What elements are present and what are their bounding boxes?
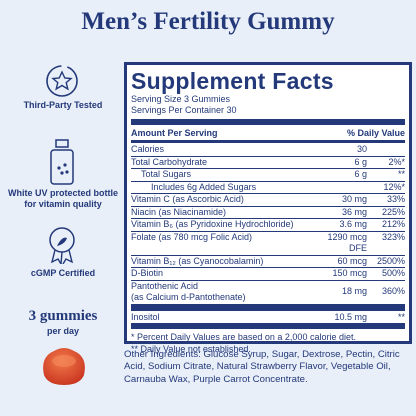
nutrient-amount [307, 182, 367, 194]
facts-row: Vitamin C (as Ascorbic Acid) 30 mg 33% [131, 194, 405, 207]
column-header: % Daily Value [346, 128, 405, 138]
nutrient-label: Vitamin B₆ (as Pyridoxine Hydrochloride) [131, 219, 294, 229]
nutrient-amount: 30 mg [341, 194, 367, 204]
daily-value: 2500% [376, 255, 405, 266]
title: Men’s Fertility Gummy [81, 8, 335, 35]
bottle-icon [50, 139, 74, 185]
nutrient-name: Includes 6g Added Sugars [131, 182, 307, 194]
servings: Servings Per Container 30 [131, 105, 237, 115]
nutrient-amount: 30 [356, 144, 367, 154]
nutrient-name: Folate (as 780 mcg Folic Acid) [131, 232, 307, 255]
footnotes: * Percent Daily Values are based on a 2,… [131, 331, 405, 355]
daily-value: 500% [381, 268, 405, 278]
other-ingredients: Other Ingredients: Glucose Syrup, Sugar,… [124, 349, 400, 385]
nutrient-amount: 3.6 mg [339, 219, 367, 229]
facts-row: Folate (as 780 mcg Folic Acid) 1290 mcg D… [131, 232, 405, 256]
daily-value: ** [397, 311, 405, 322]
divider [131, 323, 405, 329]
nutrient-name: Total Carbohydrate [131, 157, 307, 169]
nutrient-name: Niacin (as Niacinamide) [131, 207, 307, 219]
nutrient-label: Inositol [131, 311, 160, 322]
dosage: 3 gummies per day [8, 308, 118, 336]
gummy-image [43, 348, 85, 385]
nutrient-name: D-Biotin [131, 268, 307, 280]
daily-value: 33% [386, 194, 405, 204]
nutrient-name: Vitamin B₆ (as Pyridoxine Hydrochloride) [131, 219, 307, 231]
daily-value: 212% [381, 219, 405, 229]
daily-value [367, 144, 405, 156]
facts-row: Inositol 10.5 mg ** [131, 312, 405, 324]
column-header: Amount Per Serving [131, 128, 218, 138]
dosage-unit: per day [46, 326, 79, 336]
nutrient-label: Total Sugars [141, 169, 192, 179]
nutrient-name: Vitamin C (as Ascorbic Acid) [131, 194, 307, 206]
daily-value: 225% [381, 206, 405, 217]
nutrient-amount: 60 mcg [337, 255, 367, 266]
footnote: ** Daily Value not established. [131, 344, 251, 354]
nutrient-detail: (as Calcium d-Pantothenate) [131, 292, 246, 302]
nutrient-label: Pantothenic Acid [131, 280, 199, 291]
nutrient-amount: 6 g [354, 169, 367, 179]
nutrient-label: Includes 6g Added Sugars [151, 181, 257, 192]
facts-row: Pantothenic Acid (as Calcium d-Pantothena… [131, 281, 405, 305]
nutrient-amount: 1290 mcg DFE [327, 231, 367, 254]
divider [131, 304, 405, 311]
column-headers: Amount Per Serving % Daily Value [131, 127, 405, 139]
nutrient-label: Folate (as 780 mcg Folic Acid) [131, 231, 253, 242]
nutrient-name: Calories [131, 144, 307, 156]
nutrient-amount: 150 mcg [332, 268, 367, 278]
daily-value: ** [397, 169, 405, 179]
nutrient-label: Vitamin C (as Ascorbic Acid) [131, 194, 244, 204]
nutrient-name: Vitamin B₁₂ (as Cyanocobalamin) [131, 256, 307, 268]
nutrient-label: D-Biotin [131, 268, 164, 278]
daily-value: 12%* [383, 181, 405, 192]
facts-row: Vitamin B₆ (as Pyridoxine Hydrochloride)… [131, 219, 405, 232]
facts-row: Niacin (as Niacinamide) 36 mg 225% [131, 206, 405, 219]
ribbon-icon [49, 227, 75, 264]
badge-label: cGMP Certified [30, 268, 96, 278]
daily-value: 360% [381, 286, 405, 297]
nutrient-amount: 6 g [354, 156, 367, 167]
nutrient-name: Pantothenic Acid (as Calcium d-Pantothena… [131, 281, 307, 304]
nutrient-amount: 36 mg [341, 206, 367, 217]
divider [131, 140, 405, 143]
facts-title: Supplement Facts [131, 68, 334, 94]
nutrient-amount: 18 mg [341, 286, 367, 297]
supplement-facts-panel: Supplement Facts Serving Size 3 Gummies … [124, 62, 412, 354]
badge-label: White UV protected bottle for vitamin qu… [8, 188, 118, 209]
badge-label: Third-Party Tested [23, 100, 103, 110]
facts-row: Vitamin B₁₂ (as Cyanocobalamin) 60 mcg 250… [131, 255, 405, 268]
dosage-amount: 3 gummies [28, 308, 98, 324]
star-icon [46, 65, 78, 97]
facts-rows: Calories 30 Total Carbohydrate 6 g 2%* Total … [131, 144, 405, 323]
facts-row: Includes 6g Added Sugars 12%* [131, 181, 405, 194]
daily-value: 2%* [388, 156, 405, 167]
nutrient-label: Niacin (as Niacinamide) [131, 206, 227, 217]
footnote: * Percent Daily Values are based on a 2,… [131, 332, 356, 342]
nutrient-label: Total Carbohydrate [131, 156, 208, 167]
facts-row: Total Carbohydrate 6 g 2%* [131, 156, 405, 169]
facts-row: D-Biotin 150 mcg 500% [131, 268, 405, 281]
nutrient-name: Total Sugars [131, 169, 307, 181]
daily-value: 323% [381, 231, 405, 242]
nutrient-label: Calories [131, 144, 165, 154]
serving-size: Serving Size 3 Gummies [131, 94, 231, 104]
divider [131, 119, 405, 125]
nutrient-name: Inositol [131, 312, 307, 324]
nutrient-label: Vitamin B₁₂ (as Cyanocobalamin) [131, 255, 264, 266]
nutrient-amount: 10.5 mg [334, 311, 367, 322]
facts-row: Total Sugars 6 g ** [131, 169, 405, 182]
facts-row: Calories 30 [131, 144, 405, 157]
